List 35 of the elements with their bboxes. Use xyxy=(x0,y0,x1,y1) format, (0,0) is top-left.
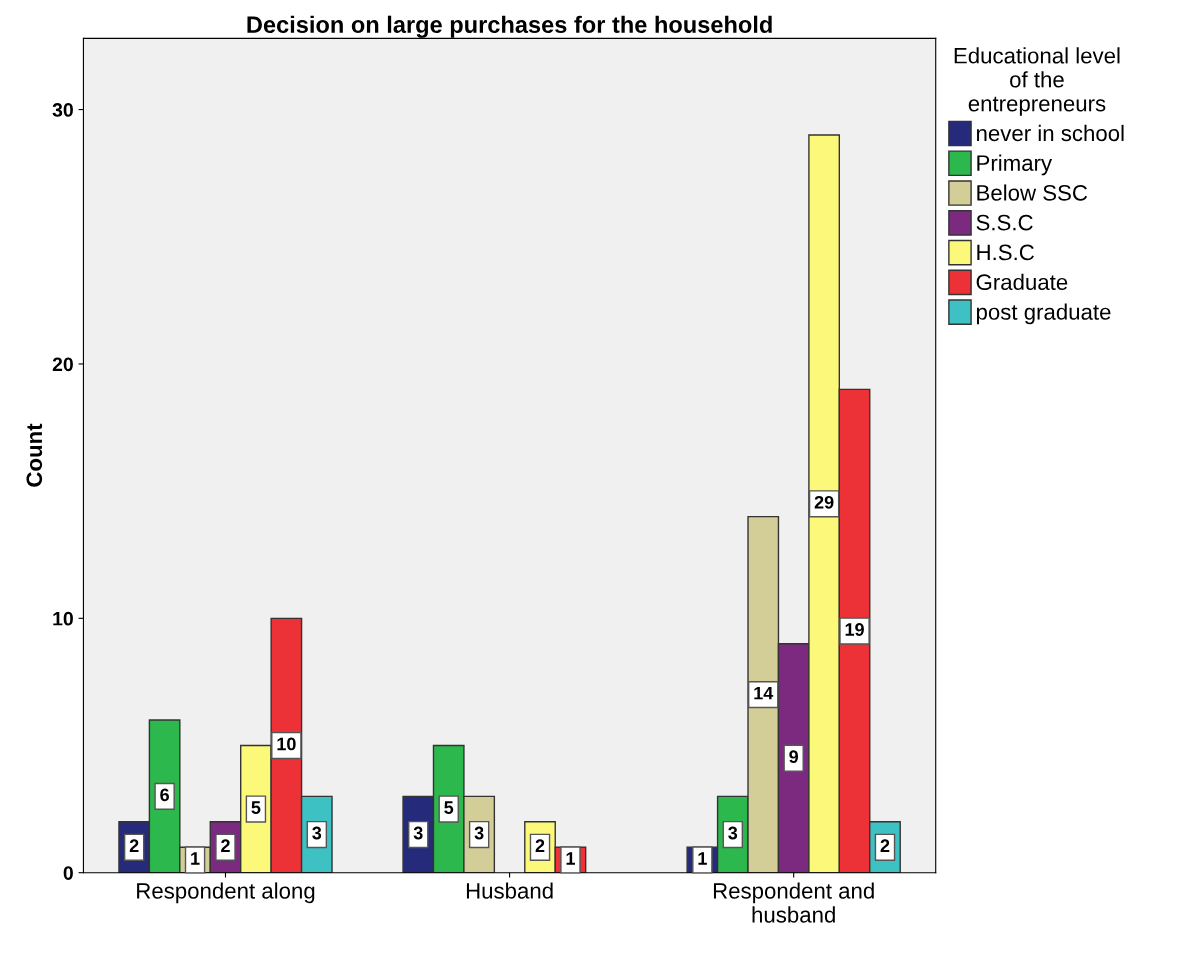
legend-label: Primary xyxy=(977,154,1053,176)
legend-label: Below SSC xyxy=(977,184,1088,201)
data-label: 2 xyxy=(535,839,545,852)
legend-label: S.S.C xyxy=(976,214,1033,231)
data-label: 2 xyxy=(880,839,890,852)
data-label: 3 xyxy=(312,826,322,840)
x-tick-label: Husband xyxy=(466,882,553,899)
data-label: 1 xyxy=(566,852,575,865)
data-label: 19 xyxy=(845,623,864,636)
data-label: 6 xyxy=(160,788,169,802)
y-tick-label: 20 xyxy=(52,357,73,372)
data-label: 1 xyxy=(191,852,200,865)
data-label: 3 xyxy=(413,826,423,840)
data-label: 5 xyxy=(444,801,454,814)
data-label: 9 xyxy=(789,750,799,764)
x-tick-label: Respondent and husband xyxy=(713,882,874,923)
y-axis-title: Count xyxy=(26,423,43,487)
data-label: 3 xyxy=(728,826,738,840)
legend-label: Graduate xyxy=(976,273,1068,291)
y-tick-label: 0 xyxy=(63,866,73,880)
data-label: 2 xyxy=(129,839,139,852)
data-label: 1 xyxy=(698,852,707,865)
legend-label: H.S.C xyxy=(977,244,1034,261)
legend-label: post graduate xyxy=(976,303,1111,325)
x-tick-label: Respondent along xyxy=(137,882,315,904)
data-label: 3 xyxy=(474,826,484,840)
data-label: 10 xyxy=(277,737,296,751)
data-label: 29 xyxy=(814,495,834,509)
legend-label: never in school xyxy=(977,124,1124,142)
y-tick-label: 10 xyxy=(53,611,73,626)
data-label: 2 xyxy=(221,839,230,852)
data-label: 14 xyxy=(754,686,774,700)
data-label: 5 xyxy=(251,801,261,814)
y-tick-label: 30 xyxy=(52,103,73,117)
chart-title: Decision on large purchases for the household xyxy=(247,15,772,38)
